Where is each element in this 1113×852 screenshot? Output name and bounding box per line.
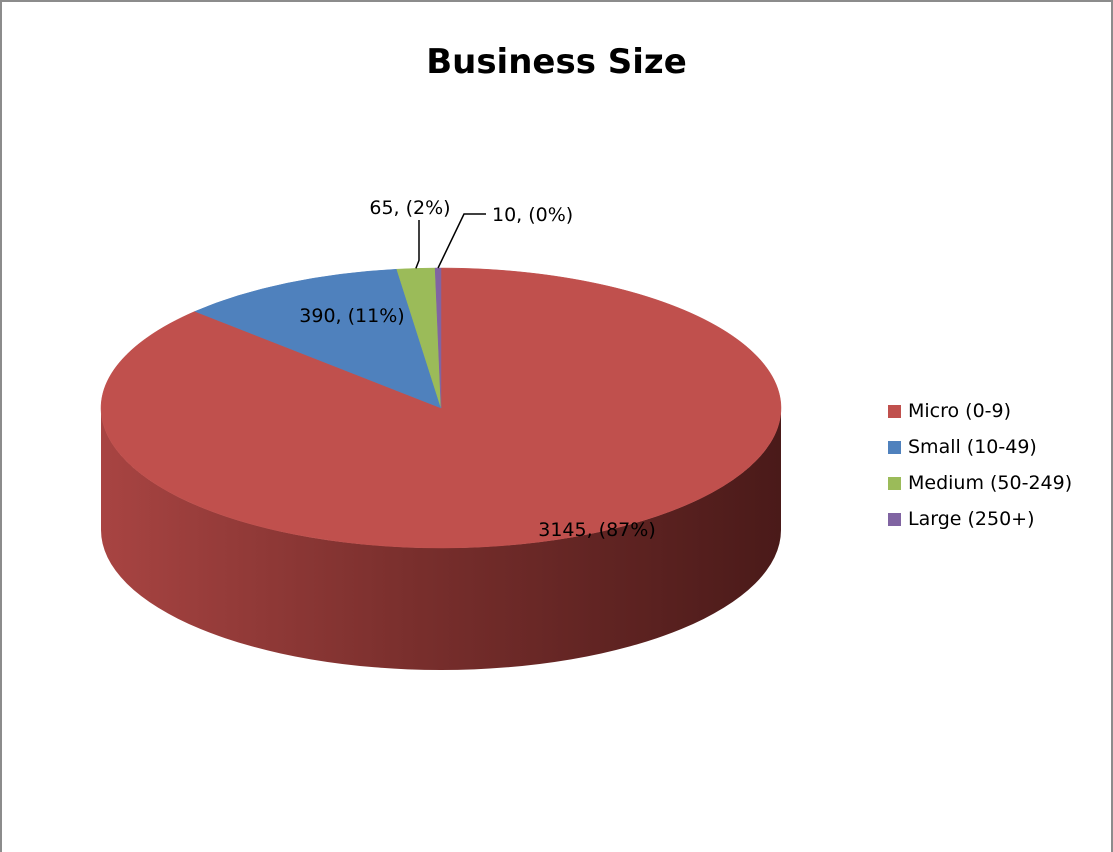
legend-label-large: Large (250+): [908, 508, 1035, 530]
chart-title: Business Size: [426, 42, 687, 82]
data-label-small: 390, (11%): [299, 305, 404, 327]
legend-item-small: Small (10-49): [888, 429, 1072, 465]
legend-swatch-micro: [888, 404, 901, 418]
legend-label-small: Small (10-49): [908, 436, 1037, 458]
legend-label-micro: Micro (0-9): [908, 400, 1012, 422]
data-label-medium: 65, (2%): [369, 197, 450, 219]
leader-line-medium: [415, 220, 420, 269]
pie-slice-small: [194, 268, 442, 409]
leader-line-large: [437, 213, 486, 269]
pie-side-micro: [101, 408, 781, 670]
data-label-large: 10, (0%): [492, 204, 573, 226]
legend-label-medium: Medium (50-249): [908, 472, 1073, 494]
legend-item-medium: Medium (50-249): [888, 465, 1072, 501]
legend-swatch-small: [888, 440, 901, 454]
legend-swatch-large: [888, 512, 901, 526]
legend-swatch-medium: [888, 476, 901, 490]
legend: Micro (0-9) Small (10-49) Medium (50-249…: [888, 393, 1072, 537]
legend-item-micro: Micro (0-9): [888, 393, 1072, 429]
legend-item-large: Large (250+): [888, 501, 1072, 537]
data-label-micro: 3145, (87%): [538, 519, 656, 541]
